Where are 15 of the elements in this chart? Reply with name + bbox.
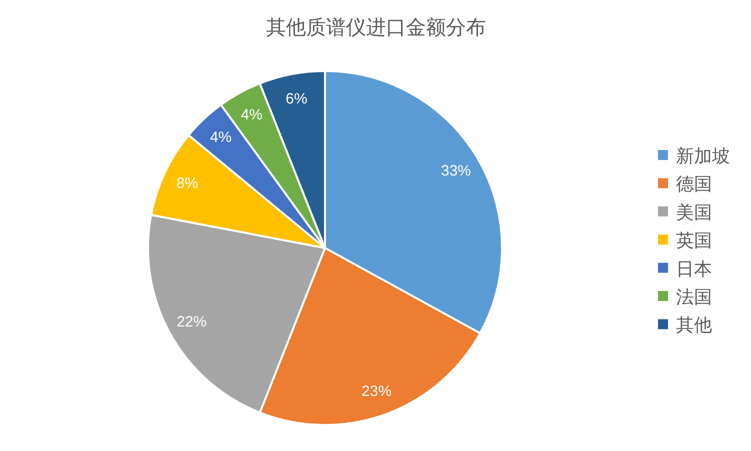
legend-label: 日本 (676, 258, 712, 280)
legend-label: 其他 (676, 315, 712, 336)
data-label: 4% (210, 129, 232, 146)
data-label: 8% (176, 175, 198, 192)
data-label: 22% (176, 313, 207, 330)
legend-label: 法国 (676, 287, 712, 308)
data-label: 23% (362, 383, 392, 400)
legend-label: 英国 (676, 230, 712, 252)
legend-label: 德国 (676, 174, 712, 196)
data-label: 6% (286, 90, 308, 108)
data-label: 4% (240, 106, 262, 124)
legend-label: 美国 (676, 202, 712, 224)
data-label: 33% (441, 162, 472, 180)
legend-label: 新加坡 (676, 146, 730, 167)
title: 其他质谱仪进口金额分布 (266, 15, 486, 39)
